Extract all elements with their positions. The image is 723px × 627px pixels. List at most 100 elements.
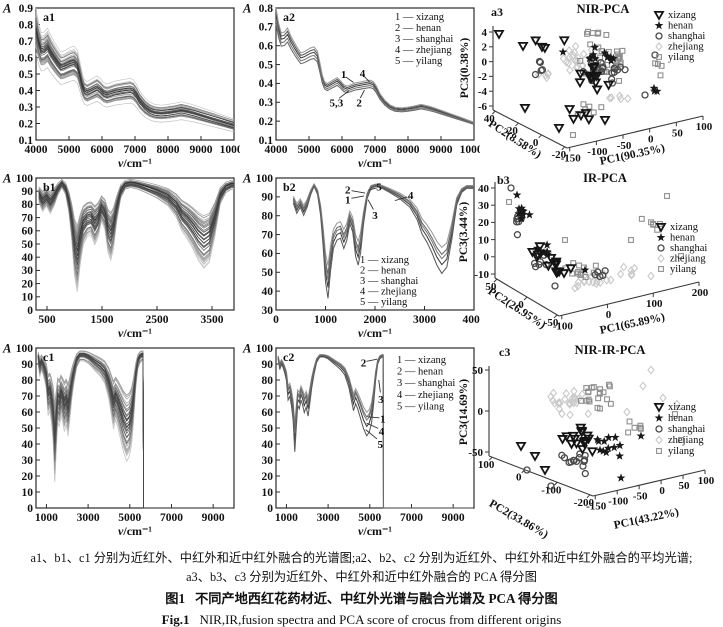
y-tick-label: 80 [262,211,274,223]
pc2-axis-label: PC2(26.95%) [486,285,548,331]
legend-item: 1 — xizang [395,12,445,23]
z-tick-label: 2 [482,42,488,54]
y-tick-label: 90 [262,192,274,204]
spectrum-line [35,17,235,127]
y-tick-label: 50 [262,423,274,435]
legend-item: zhejiang [668,42,704,53]
y-tick-label: 0 [27,305,33,317]
panel-c2: 1000 3000 5000 7000 9000 0 10 20 30 40 50 60 70 80 90 1… [240,340,480,548]
pc2-tick-label: 0 [516,472,522,484]
z-tick-label: 10 [478,234,490,246]
spectrum-line [275,23,475,125]
series-shanghai [523,450,589,490]
x-tick-label: 1500 [91,314,114,326]
y-tick-label: 70 [262,229,274,241]
spectrum-line [275,11,475,124]
y-tick-label: 40 [262,439,274,451]
y-tick-label: 40 [262,286,274,298]
y-tick-label: 20 [22,278,34,290]
series-shanghai [507,184,609,290]
z-tick-label: 50 [472,365,484,377]
y-tick-label: 0.7 [259,22,274,34]
x-tick-label: 9000 [442,512,465,524]
y-tick-label: 30 [22,455,34,467]
series-xizang [526,242,577,279]
y-tick-label: 60 [22,407,34,419]
spectrum-line [35,11,235,123]
x-tick-label: 3000 [77,512,100,524]
y-tick-label: 0.3 [19,102,34,114]
spectrum-line [35,53,235,133]
curve-annotation: 4 [408,190,414,202]
x-axis-label: ν/cm⁻¹ [358,156,392,170]
y-axis-label: A [242,342,251,356]
z-tick-label: -2 [478,71,488,83]
legend-item: yilang [670,264,697,275]
pc1-tick-label: 100 [646,298,663,310]
legend-item: henan [668,413,694,424]
pc1-tick-label: 0 [659,485,665,497]
spectrum-line [275,14,475,124]
x-tick-label: 4000 [463,314,481,326]
series-henan [558,42,662,96]
spectrum-line [275,7,475,123]
y-tick-label: 80 [262,375,274,387]
x-tick-label: 4000 [265,144,288,156]
chart-title: IR-PCA [583,171,627,185]
x-tick-label: 2500 [146,314,169,326]
legend-item: 5 — yilang [360,297,408,308]
pc3-axis-label: PC3(0.38%) [459,38,471,99]
pc1-tick-label: 100 [698,475,715,487]
legend-item: shanghai [668,424,705,435]
y-tick-label: 0.6 [19,52,34,64]
x-tick-label: 1000 [314,314,337,326]
y-tick-label: 10 [22,292,34,304]
panel-label: b2 [283,180,296,194]
y-tick-label: 0.5 [259,59,274,71]
panel-b3: 40 30 20 10 0 -10 50 0 -50 -100 0 100 200 PC3(3.44%) P… [455,170,723,340]
x-tick-label: 3000 [317,512,340,524]
series-henan [593,431,646,482]
x-tick-label: 7000 [124,144,147,156]
pc3-axis-label: PC3(3.44%) [458,202,470,263]
pc1-tick-label: 0 [606,309,612,321]
z-tick-label: -10 [474,269,489,281]
y-tick-label: 0.4 [19,85,34,97]
x-tick-label: 6000 [331,144,354,156]
panel-label: a3 [491,5,503,19]
curve-annotation: 2 [356,97,362,109]
y-tick-label: 30 [262,305,274,317]
curve-annotation: 1 [380,413,386,425]
chart-title: NIR-PCA [577,2,630,16]
legend-item: 5 — yilang [395,56,443,67]
plot-border [275,7,475,141]
y-tick-label: 70 [262,391,274,403]
spectrum-line [35,28,235,126]
x-tick-label: 5000 [58,144,81,156]
pc2-tick-label: 100 [478,459,495,471]
series-xizang [515,423,598,476]
caption-note-1: a1、b1、c1 分别为近红外、中红外和近中红外融合的光谱图;a2、b2、c2 … [30,551,693,565]
pc2-tick-label: 50 [485,281,497,293]
curve-annotation: 2 [345,184,351,196]
y-axis-label: A [2,342,11,356]
legend-item: xizang [670,222,699,233]
y-tick-label: 70 [22,212,34,224]
z-tick-label: 20 [478,217,490,229]
spectrum-line [277,354,473,509]
z-tick-label: -50 [468,447,483,459]
y-tick-label: 60 [22,226,34,238]
legend-item: 2 — henan [395,23,442,34]
series-yilang [578,381,684,443]
pc1-tick-label: 50 [672,127,684,139]
spectrum-line [37,359,233,509]
spectrum-line [35,19,235,126]
panel-c3: 50 0 -50 100 0 -100 -200 -150 -100 -50 0 50 100 PC3(1… [455,340,723,548]
pc1-tick-label: -50 [617,140,632,152]
legend-item: 3 — shanghai [360,276,418,287]
chart-b2: 0 1000 2000 3000 4000 30 40 50 60 70 80 90 100 Aν/cm⁻… [242,172,481,341]
pc1-tick-label: -150 [586,500,607,512]
